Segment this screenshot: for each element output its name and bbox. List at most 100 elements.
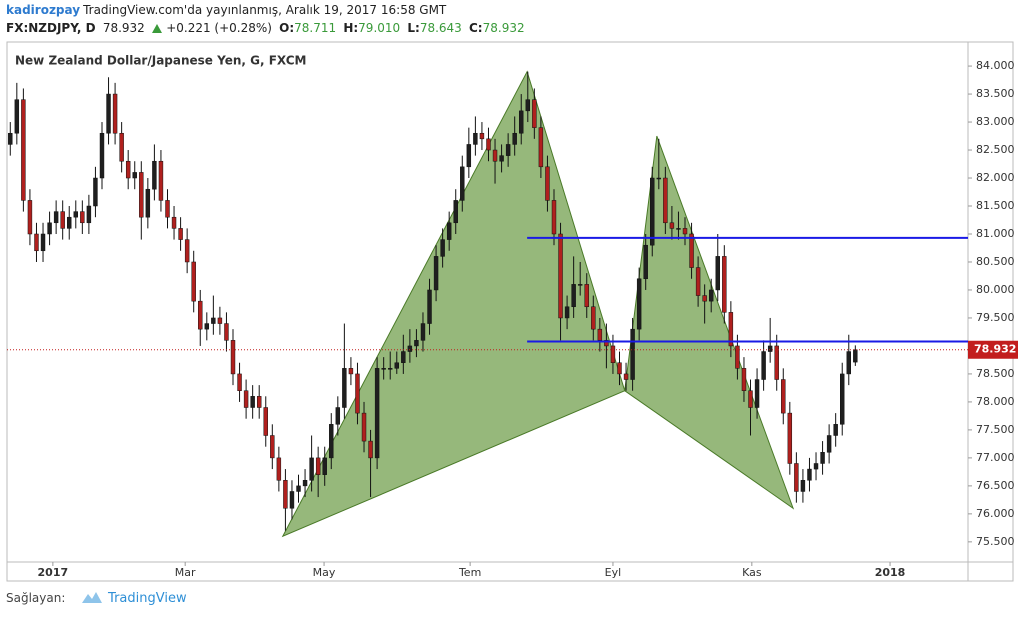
candle-body bbox=[564, 306, 570, 319]
candle-body bbox=[571, 284, 576, 308]
candle-body bbox=[761, 351, 766, 380]
candle-body bbox=[722, 256, 727, 313]
x-tick-label: May bbox=[313, 566, 336, 579]
last-price-label: 78.932 bbox=[974, 343, 1016, 356]
candle-body bbox=[93, 177, 98, 207]
candle-body bbox=[14, 99, 20, 134]
candle-body bbox=[427, 289, 432, 324]
candle-body bbox=[329, 424, 334, 459]
candle-body bbox=[551, 200, 557, 235]
candle-body bbox=[466, 144, 472, 168]
candle-body bbox=[204, 323, 210, 330]
candle-body bbox=[348, 368, 354, 375]
candle-body bbox=[158, 160, 164, 201]
harmonic-pattern bbox=[281, 70, 626, 538]
candle-body bbox=[53, 211, 59, 224]
candle-body bbox=[617, 362, 622, 375]
candle-body bbox=[230, 340, 236, 375]
candle-body bbox=[139, 172, 144, 218]
chart: New Zealand Dollar/Japanese Yen, G, FXCM… bbox=[6, 41, 1018, 582]
candle-body bbox=[21, 99, 26, 201]
candle-body bbox=[73, 211, 78, 218]
candle-body bbox=[643, 244, 648, 280]
candle-body bbox=[479, 132, 485, 140]
y-tick-label: 76.500 bbox=[976, 479, 1015, 492]
candle-body bbox=[335, 407, 341, 425]
candle-body bbox=[702, 295, 707, 302]
x-tick-label: Kas bbox=[742, 566, 762, 579]
candle-body bbox=[492, 149, 498, 162]
y-tick-label: 80.000 bbox=[976, 283, 1015, 296]
candle-body bbox=[217, 317, 223, 324]
candle-body bbox=[741, 368, 747, 391]
candle-body bbox=[650, 177, 655, 246]
candle-body bbox=[243, 390, 249, 408]
footer: Sağlayan: TradingView bbox=[6, 590, 190, 606]
candle-body bbox=[591, 306, 596, 330]
y-tick-label: 75.500 bbox=[976, 535, 1015, 548]
candle-body bbox=[374, 368, 380, 459]
candle-body bbox=[309, 457, 314, 481]
candle-body bbox=[60, 211, 65, 229]
candle-body bbox=[368, 440, 373, 459]
last-price-box bbox=[968, 340, 1018, 359]
candle-body bbox=[283, 480, 288, 509]
candle-body bbox=[813, 463, 819, 470]
candle-body bbox=[708, 289, 714, 302]
candle-body bbox=[794, 463, 799, 492]
candle-body bbox=[597, 328, 603, 341]
price: 78.932 bbox=[102, 21, 145, 35]
candle-body bbox=[499, 155, 504, 162]
candle-body bbox=[34, 233, 39, 252]
candle-body bbox=[224, 323, 229, 341]
candle-body bbox=[853, 349, 858, 363]
candle-body bbox=[826, 435, 832, 453]
y-tick-label: 76.000 bbox=[976, 507, 1015, 520]
candle-body bbox=[171, 216, 177, 229]
candle-body bbox=[820, 452, 825, 464]
y-tick-label: 83.500 bbox=[976, 87, 1015, 100]
candle-body bbox=[728, 312, 734, 347]
brand[interactable]: TradingView bbox=[108, 591, 187, 606]
author[interactable]: kadirozpay bbox=[6, 3, 81, 17]
candle-body bbox=[302, 480, 308, 487]
candle-body bbox=[446, 222, 452, 240]
candle-body bbox=[767, 345, 773, 352]
candle-body bbox=[545, 166, 550, 201]
y-tick-label: 81.500 bbox=[976, 199, 1015, 212]
header-line-1: kadirozpay TradingView.com'da yayınlanmış… bbox=[6, 3, 449, 17]
candle-body bbox=[381, 368, 386, 370]
candle-body bbox=[577, 284, 583, 286]
candle-body bbox=[270, 435, 275, 459]
change: +0.221 (+0.28%) bbox=[166, 21, 272, 35]
candle-body bbox=[800, 480, 806, 492]
candle-body bbox=[211, 317, 216, 324]
candle-body bbox=[165, 200, 170, 218]
y-tick-label: 77.000 bbox=[976, 451, 1015, 464]
candle-body bbox=[191, 261, 196, 302]
candle-body bbox=[315, 457, 321, 475]
candle-body bbox=[636, 278, 642, 330]
candle-body bbox=[401, 351, 406, 363]
candle-body bbox=[604, 340, 609, 347]
h-value: 79.010 bbox=[358, 21, 401, 35]
candle-body bbox=[420, 323, 426, 341]
candle-body bbox=[86, 205, 92, 224]
candle-body bbox=[361, 412, 367, 442]
candle-body bbox=[132, 172, 137, 179]
y-tick-label: 84.000 bbox=[976, 59, 1015, 72]
y-tick-label: 81.000 bbox=[976, 227, 1015, 240]
y-tick-label: 82.000 bbox=[976, 171, 1015, 184]
candle-body bbox=[322, 457, 327, 475]
candle-body bbox=[748, 390, 753, 408]
chart-title: New Zealand Dollar/Japanese Yen, G, FXCM bbox=[15, 54, 307, 68]
candle-body bbox=[80, 211, 85, 224]
candle-body bbox=[440, 239, 445, 257]
candle-body bbox=[676, 228, 681, 230]
candle-body bbox=[289, 491, 295, 509]
o-label: O: bbox=[279, 21, 295, 35]
x-tick-label: Tem bbox=[458, 566, 481, 579]
candle-body bbox=[145, 188, 151, 218]
up-icon bbox=[152, 24, 162, 33]
candle-body bbox=[119, 132, 124, 162]
